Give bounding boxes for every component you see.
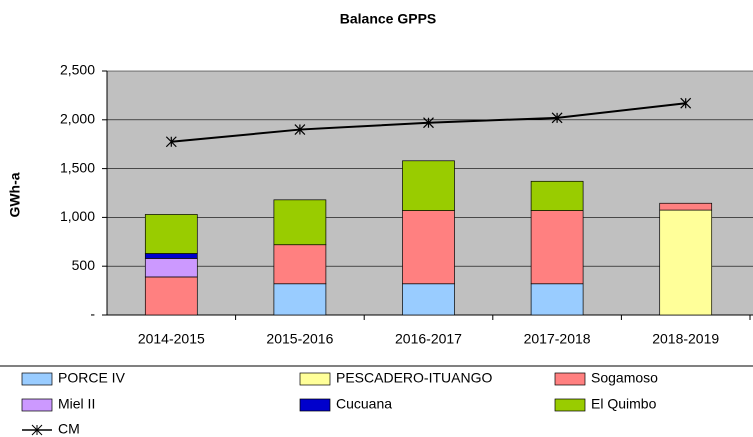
legend-swatch — [554, 372, 586, 386]
bar-segment — [402, 160, 455, 211]
line-marker — [165, 136, 177, 148]
bar-segment — [659, 209, 713, 316]
line-marker — [294, 124, 306, 135]
y-tick-label: 500 — [72, 257, 96, 273]
legend-label: PORCE IV — [58, 370, 126, 386]
y-tick-label: 2,000 — [60, 111, 95, 127]
x-tick-label: 2014-2015 — [138, 331, 205, 347]
bar-segment — [530, 283, 584, 316]
bar-segment — [144, 258, 198, 278]
y-tick-label: - — [90, 306, 95, 322]
line-marker — [551, 112, 563, 124]
legend-label: Cucuana — [336, 396, 392, 412]
bar-segment — [273, 199, 327, 246]
legend-swatch — [299, 372, 331, 386]
x-tick-label: 2018-2019 — [652, 331, 719, 347]
y-tick-label: 1,000 — [60, 208, 95, 224]
bar-segment — [530, 180, 584, 211]
legend-label: PESCADERO-ITUANGO — [336, 370, 492, 386]
legend-label: Sogamoso — [591, 370, 658, 386]
line-marker — [423, 117, 434, 129]
y-tick-label: 2,500 — [60, 62, 95, 78]
legend-swatch — [21, 398, 53, 412]
bar-segment — [402, 210, 455, 285]
bar-segment — [144, 253, 198, 259]
bar-segment — [530, 210, 584, 285]
y-tick-label: 1,500 — [60, 159, 95, 175]
legend-label: CM — [58, 421, 80, 437]
legend-marker — [31, 424, 43, 436]
y-axis-label: GWh-a — [7, 172, 23, 217]
bar-segment — [402, 283, 455, 316]
line-marker — [680, 97, 692, 109]
legend-label: El Quimbo — [591, 396, 657, 412]
bar-segment — [659, 202, 713, 211]
x-tick-label: 2017-2018 — [524, 331, 591, 347]
x-tick-label: 2016-2017 — [395, 331, 462, 347]
bar-segment — [273, 244, 327, 285]
chart-title: Balance GPPS — [340, 11, 437, 27]
legend-swatch — [299, 398, 331, 412]
x-tick-label: 2015-2016 — [266, 331, 333, 347]
legend-label: Miel II — [58, 396, 95, 412]
bar-segment — [144, 276, 198, 316]
legend-swatch — [21, 372, 53, 386]
legend-swatch — [554, 398, 586, 412]
bar-segment — [273, 283, 327, 316]
bar-segment — [144, 214, 198, 254]
